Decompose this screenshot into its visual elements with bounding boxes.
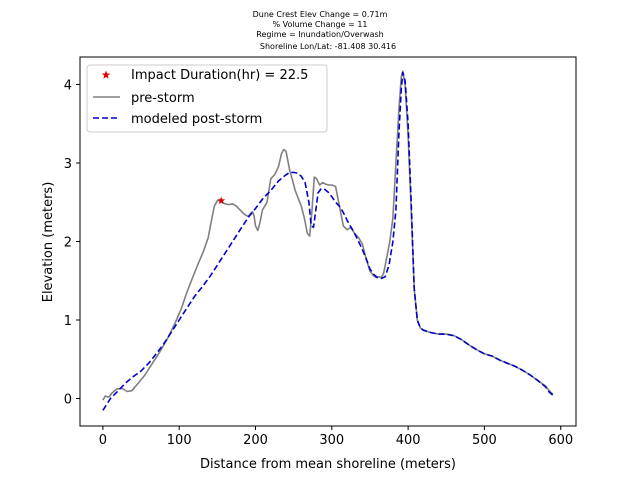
x-tick-label: 400 [396, 433, 421, 448]
legend-label-pre-storm: pre-storm [131, 91, 195, 106]
x-tick-label: 100 [167, 433, 192, 448]
x-axis-label: Distance from mean shoreline (meters) [200, 457, 456, 472]
x-tick-label: 300 [319, 433, 344, 448]
y-axis: 0 1 2 3 4 [64, 78, 80, 408]
y-axis-label: Elevation (meters) [41, 182, 56, 303]
x-tick-label: 0 [99, 433, 107, 448]
legend-item-marker: Impact Duration(hr) = 22.5 [101, 68, 308, 83]
chart-title: Dune Crest Elev Change = 0.71m % Volume … [253, 10, 396, 51]
x-tick-label: 200 [243, 433, 268, 448]
marker-layer [217, 196, 226, 205]
legend-label-post-storm: modeled post-storm [131, 112, 262, 127]
legend-item-post-storm: modeled post-storm [93, 112, 262, 127]
title-line-4: Shoreline Lon/Lat: -81.408 30.416 [260, 42, 396, 51]
legend: Impact Duration(hr) = 22.5 pre-storm mod… [86, 64, 328, 133]
series-line-post-storm [102, 71, 554, 411]
legend-box [86, 64, 328, 133]
y-tick-label: 3 [64, 157, 72, 172]
x-tick-label: 600 [548, 433, 573, 448]
title-line-1: Dune Crest Elev Change = 0.71m [253, 10, 388, 19]
x-tick-label: 500 [472, 433, 497, 448]
title-line-3: Regime = Inundation/Overwash [256, 30, 383, 39]
y-tick-label: 0 [64, 393, 72, 408]
y-tick-label: 4 [64, 78, 72, 93]
legend-label-marker: Impact Duration(hr) = 22.5 [131, 68, 308, 83]
legend-star-icon [101, 70, 111, 79]
legend-item-pre-storm: pre-storm [93, 91, 195, 106]
title-line-2: % Volume Change = 11 [272, 20, 367, 29]
y-tick-label: 2 [64, 236, 72, 251]
y-tick-label: 1 [64, 314, 72, 329]
x-axis: 0 100 200 300 400 500 600 [99, 426, 573, 448]
impact-marker-star [217, 196, 226, 205]
series-layer [102, 70, 554, 411]
